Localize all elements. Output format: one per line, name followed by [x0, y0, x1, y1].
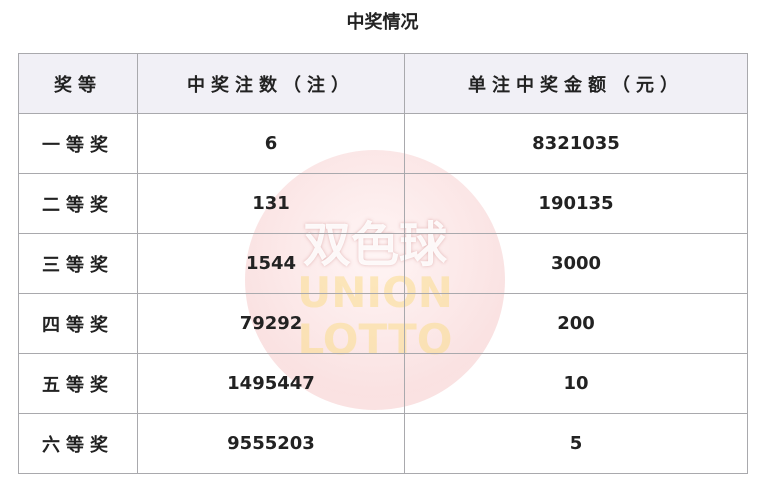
amount-cell: 10 [404, 353, 748, 414]
prize-table: 奖等 中奖注数（注） 单注中奖金额（元） 一等奖 6 8321035 二等奖 131 1… [18, 53, 748, 474]
level-cell: 二等奖 [18, 173, 138, 234]
count-cell: 79292 [137, 293, 405, 354]
amount-cell: 190135 [404, 173, 748, 234]
header-count: 中奖注数（注） [137, 53, 405, 114]
table-row: 三等奖 1544 3000 [18, 233, 748, 294]
amount-cell: 8321035 [404, 113, 748, 174]
count-cell: 6 [137, 113, 405, 174]
page-title: 中奖情况 [346, 12, 419, 33]
amount-cell: 3000 [404, 233, 748, 294]
amount-cell: 5 [404, 413, 748, 474]
level-cell: 六等奖 [18, 413, 138, 474]
level-cell: 三等奖 [18, 233, 138, 294]
header-level: 奖等 [18, 53, 138, 114]
level-cell: 四等奖 [18, 293, 138, 354]
level-cell: 五等奖 [18, 353, 138, 414]
count-cell: 1544 [137, 233, 405, 294]
table-row: 六等奖 9555203 5 [18, 413, 748, 474]
count-cell: 1495447 [137, 353, 405, 414]
count-cell: 9555203 [137, 413, 405, 474]
table-row: 四等奖 79292 200 [18, 293, 748, 354]
table-row: 二等奖 131 190135 [18, 173, 748, 234]
table-header-row: 奖等 中奖注数（注） 单注中奖金额（元） [18, 53, 748, 114]
amount-cell: 200 [404, 293, 748, 354]
level-cell: 一等奖 [18, 113, 138, 174]
table-row: 五等奖 1495447 10 [18, 353, 748, 414]
count-cell: 131 [137, 173, 405, 234]
header-amount: 单注中奖金额（元） [404, 53, 748, 114]
table-row: 一等奖 6 8321035 [18, 113, 748, 174]
